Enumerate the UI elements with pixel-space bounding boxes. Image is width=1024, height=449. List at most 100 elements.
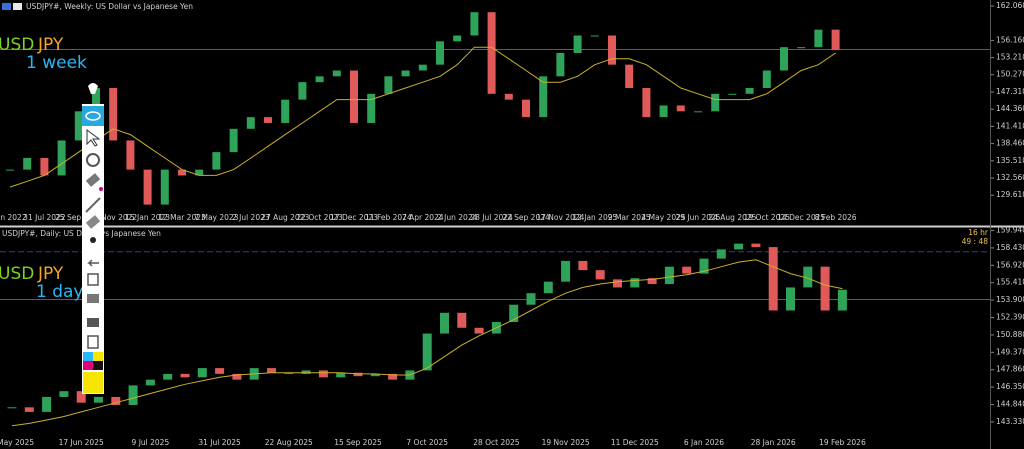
x-tick-label: 24 Aug 2025 xyxy=(708,213,756,222)
candle xyxy=(470,12,479,36)
candle xyxy=(7,407,17,409)
undo-button[interactable] xyxy=(87,259,99,267)
candle xyxy=(284,372,294,374)
timer: 49 : 48 xyxy=(962,237,989,246)
y-tick-label: 146.350 xyxy=(996,382,1024,391)
toolbar-panel xyxy=(82,104,104,394)
candle xyxy=(128,385,138,405)
eraser-button[interactable] xyxy=(85,173,101,187)
candle xyxy=(556,53,565,77)
candle xyxy=(180,373,190,378)
x-tick-label: 2 Jun 2024 xyxy=(437,213,478,222)
color-swatch[interactable] xyxy=(93,361,103,370)
y-tick-label: 150.270 xyxy=(996,70,1024,79)
candle xyxy=(281,99,290,123)
candle xyxy=(699,258,709,274)
candle xyxy=(453,35,462,42)
candle xyxy=(803,266,813,288)
candle xyxy=(630,278,640,288)
x-tick-label: 29 Jun 2025 xyxy=(675,213,720,222)
list-button[interactable] xyxy=(87,335,99,349)
line-button[interactable] xyxy=(85,197,101,213)
candle xyxy=(336,372,346,378)
candle xyxy=(353,372,363,377)
candle xyxy=(246,117,255,129)
candle xyxy=(418,64,427,71)
pen-icon[interactable] xyxy=(88,83,98,94)
x-tick-label: 11 Dec 2025 xyxy=(611,438,659,447)
x-tick-label: 19 Nov 2025 xyxy=(542,438,590,447)
candle xyxy=(694,111,702,113)
y-tick-label: 153.900 xyxy=(996,295,1024,304)
color-swatch[interactable] xyxy=(83,352,93,361)
candle xyxy=(831,29,840,51)
x-tick-label: 5 May 2025 xyxy=(0,438,34,447)
x-tick-label: 8 Feb 2026 xyxy=(815,213,857,222)
y-tick-label: 156.160 xyxy=(996,35,1024,44)
candle xyxy=(422,333,432,371)
color-swatch[interactable] xyxy=(83,372,103,393)
x-tick-label: 28 Jan 2026 xyxy=(751,438,796,447)
dot-button[interactable] xyxy=(90,237,96,243)
symbol-quote: JPY xyxy=(37,264,64,284)
x-tick-label: 6 Jan 2026 xyxy=(684,438,724,447)
candle xyxy=(786,287,795,311)
candle xyxy=(92,87,100,112)
symbol-base: USD xyxy=(0,264,34,284)
x-tick-label: 22 Oct 2023 xyxy=(296,213,343,222)
candle xyxy=(301,370,311,374)
color-swatch[interactable] xyxy=(93,352,103,361)
candle xyxy=(797,47,806,49)
candle xyxy=(561,260,571,282)
x-tick-label: 17 Jun 2025 xyxy=(59,438,104,447)
y-tick-label: 153.210 xyxy=(996,53,1024,62)
candle xyxy=(197,368,207,378)
x-tick-label: 31 Jul 2022 xyxy=(23,213,66,222)
cursor-button[interactable] xyxy=(86,129,101,147)
timer: 16 hr xyxy=(968,228,989,237)
y-tick-label: 141.410 xyxy=(996,121,1024,130)
x-tick-label: 14 Dec 2025 xyxy=(777,213,825,222)
candle xyxy=(126,140,135,170)
x-tick-label: 9 Jul 2025 xyxy=(132,438,170,447)
x-tick-label: 7 Apr 2024 xyxy=(402,213,444,222)
flag-icon xyxy=(13,3,22,10)
y-tick-label: 162.060 xyxy=(996,1,1024,10)
candle xyxy=(6,169,14,171)
x-tick-label: 22 Sep 2024 xyxy=(502,213,550,222)
candle xyxy=(504,93,513,100)
candle xyxy=(23,157,32,170)
candle xyxy=(195,169,204,176)
candle xyxy=(474,327,484,334)
screenshot-button[interactable] xyxy=(87,318,99,327)
candle xyxy=(590,35,599,37)
candle xyxy=(215,368,225,374)
candle xyxy=(109,87,118,141)
color-swatch[interactable] xyxy=(83,361,93,370)
y-tick-label: 135.510 xyxy=(996,156,1024,165)
candle xyxy=(178,169,186,176)
x-tick-label: 15 Sep 2025 xyxy=(334,438,382,447)
hide-button[interactable] xyxy=(86,153,100,167)
candle xyxy=(595,270,605,280)
candle xyxy=(267,368,276,373)
candle xyxy=(647,278,657,284)
delete-button[interactable] xyxy=(87,273,99,286)
x-tick-label: 27 Aug 2023 xyxy=(261,213,309,222)
moving-average xyxy=(11,259,843,427)
candle xyxy=(734,243,744,250)
ruler-button[interactable] xyxy=(85,215,101,229)
x-tick-label: 7 May 2023 xyxy=(194,213,238,222)
y-tick-label: 144.360 xyxy=(996,104,1024,113)
x-tick-label: Jun 2022 xyxy=(0,213,27,222)
candle xyxy=(539,76,548,118)
candle xyxy=(780,47,788,71)
period-label: 1 week xyxy=(26,53,87,73)
candle xyxy=(522,99,530,118)
candle xyxy=(728,93,737,95)
eye-button[interactable] xyxy=(82,106,104,126)
template-button[interactable] xyxy=(87,294,99,303)
y-tick-label: 144.840 xyxy=(996,400,1024,409)
